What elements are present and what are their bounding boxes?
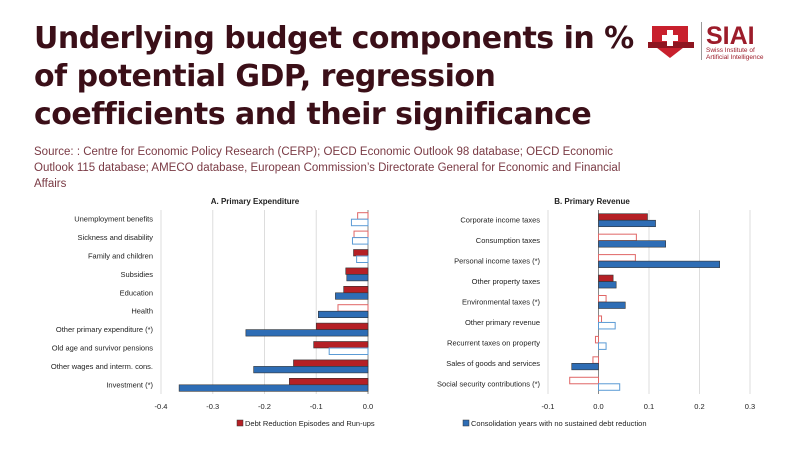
bar-debt-reduction (598, 233, 637, 242)
bar-consolidation (598, 240, 666, 248)
bar-consolidation (598, 342, 607, 350)
category-label: Consumption taxes (476, 236, 540, 245)
category-label: Health (131, 307, 153, 316)
swiss-cross-icon (662, 30, 678, 46)
bar-debt-reduction (345, 267, 369, 275)
bar-debt-reduction (289, 378, 369, 386)
bar-debt-reduction (594, 335, 599, 344)
legend-label: Consolidation years with no sustained de… (471, 419, 647, 428)
legend-swatch (236, 419, 244, 427)
category-label: Old age and survivor pensions (52, 344, 154, 353)
category-label: Other wages and interm. cons. (51, 362, 153, 371)
category-label: Social security contributions (*) (437, 379, 540, 388)
legend-swatch (462, 419, 470, 427)
x-tick-label: 0.1 (644, 402, 654, 411)
bar-debt-reduction (598, 274, 614, 282)
bar-consolidation (598, 219, 656, 228)
category-label: Unemployment benefits (74, 215, 153, 224)
category-label: Education (120, 288, 153, 297)
bar-debt-reduction (353, 230, 369, 239)
bar-consolidation (328, 347, 369, 355)
bar-consolidation (318, 310, 369, 318)
bar-debt-reduction (337, 304, 369, 312)
page-title: Underlying budget components in % of pot… (34, 21, 634, 132)
category-label: Other primary revenue (465, 318, 540, 327)
x-tick-label: 0.2 (694, 402, 704, 411)
bar-debt-reduction (315, 322, 369, 330)
x-tick-label: 0.3 (745, 402, 755, 411)
bar-consolidation (350, 218, 369, 227)
category-label: Corporate income taxes (460, 216, 540, 225)
bar-debt-reduction (357, 212, 369, 220)
logo-name: SIAI (706, 22, 755, 50)
bar-debt-reduction (343, 286, 369, 294)
category-label: Sales of goods and services (446, 359, 540, 368)
bar-debt-reduction (293, 359, 369, 367)
bar-debt-reduction (592, 356, 600, 364)
bar-debt-reduction (598, 213, 648, 221)
category-label: Environmental taxes (*) (462, 298, 540, 307)
bar-consolidation (351, 237, 369, 245)
x-tick-label: 0.0 (593, 402, 603, 411)
category-label: Recurrent taxes on property (447, 338, 540, 347)
legend-label: Debt Reduction Episodes and Run-ups (245, 419, 375, 428)
x-tick-label: -0.4 (155, 402, 168, 411)
category-label: Other primary expenditure (*) (56, 325, 154, 334)
category-label: Investment (*) (106, 380, 153, 389)
x-tick-label: -0.1 (542, 402, 555, 411)
category-label: Family and children (88, 252, 153, 261)
bar-debt-reduction (598, 254, 636, 262)
x-tick-label: 0.0 (363, 402, 373, 411)
bar-consolidation (245, 329, 369, 337)
bar-consolidation (571, 363, 599, 371)
bar-consolidation (598, 321, 616, 330)
bar-debt-reduction (569, 376, 600, 385)
bar-consolidation (356, 255, 369, 263)
bar-consolidation (598, 383, 621, 391)
category-label: Subsidies (120, 270, 153, 279)
bar-consolidation (598, 260, 720, 268)
charts: A. Primary Expenditure -0.4 -0.3 -0.2 -0.1 0.… (51, 197, 755, 428)
category-label: Other property taxes (472, 277, 541, 286)
logo-sub2: Artificial Intelligence (706, 54, 764, 61)
bar-debt-reduction (353, 249, 369, 257)
siai-logo: SIAI Swiss Institute of Artificial Intel… (648, 22, 764, 61)
x-tick-label: -0.2 (258, 402, 271, 411)
bar-consolidation (335, 292, 369, 300)
bar-debt-reduction (598, 295, 607, 303)
bar-consolidation (178, 384, 369, 392)
panel-title: B. Primary Revenue (554, 197, 630, 206)
x-tick-label: -0.1 (310, 402, 323, 411)
bar-consolidation (598, 281, 617, 289)
panel-title: A. Primary Expenditure (211, 197, 300, 206)
category-label: Sickness and disability (78, 233, 154, 242)
bar-consolidation (598, 301, 626, 309)
bar-consolidation (346, 274, 369, 282)
category-label: Personal income taxes (*) (454, 257, 540, 266)
bar-consolidation (253, 366, 369, 374)
bar-debt-reduction (598, 315, 603, 323)
source-note: Source: : Centre for Economic Policy Res… (34, 146, 621, 190)
x-tick-label: -0.3 (206, 402, 219, 411)
bar-debt-reduction (313, 341, 369, 349)
logo-sub1: Swiss Institute of (706, 47, 755, 54)
